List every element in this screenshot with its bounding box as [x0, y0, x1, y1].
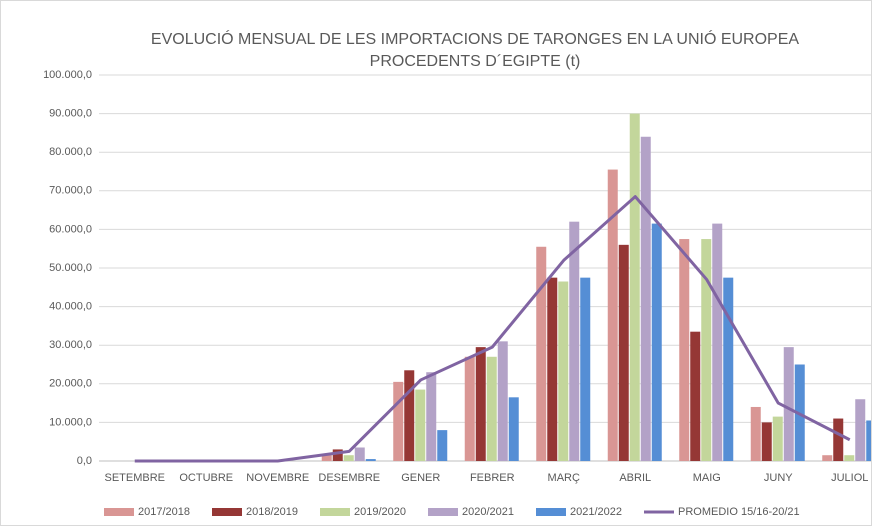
bar	[822, 455, 833, 461]
y-tick-label: 100.000,0	[43, 69, 92, 81]
x-tick-label: JULIOL	[831, 472, 868, 484]
chart-title: PROCEDENTS D´EGIPTE (t)	[370, 53, 581, 70]
legend-label: 2017/2018	[138, 506, 190, 518]
y-tick-label: 60.000,0	[49, 223, 92, 235]
y-tick-label: 20.000,0	[49, 378, 92, 390]
legend-label: PROMEDIO 15/16-20/21	[678, 506, 800, 518]
bar	[629, 113, 640, 461]
legend-swatch	[428, 508, 458, 516]
y-tick-label: 80.000,0	[49, 146, 92, 158]
bar	[464, 356, 475, 461]
x-tick-label: JUNY	[764, 472, 793, 484]
bar	[712, 223, 723, 461]
bar	[536, 246, 547, 461]
bar	[343, 455, 354, 461]
bar	[580, 277, 591, 461]
chart-title: EVOLUCIÓ MENSUAL DE LES IMPORTACIONS DE …	[151, 29, 799, 48]
bar	[354, 447, 365, 461]
bar	[772, 416, 783, 461]
bar	[607, 169, 618, 461]
bar	[866, 420, 871, 461]
bar	[365, 459, 376, 461]
legend-swatch	[212, 508, 242, 516]
legend-swatch	[104, 508, 134, 516]
bar	[783, 347, 794, 461]
bar	[690, 331, 701, 461]
bar	[833, 418, 844, 461]
x-tick-label: NOVEMBRE	[246, 472, 309, 484]
bar	[415, 389, 426, 461]
x-tick-label: OCTUBRE	[179, 472, 233, 484]
bar	[393, 381, 404, 461]
bar	[723, 277, 734, 461]
legend-label: 2021/2022	[570, 506, 622, 518]
bar	[844, 455, 855, 461]
bar	[569, 221, 580, 461]
legend-swatch	[536, 508, 566, 516]
bar	[426, 372, 437, 461]
y-tick-label: 70.000,0	[49, 185, 92, 197]
bar	[547, 277, 558, 461]
bar	[486, 356, 497, 461]
bar	[679, 239, 690, 461]
y-tick-label: 30.000,0	[49, 339, 92, 351]
x-tick-label: DESEMBRE	[318, 472, 380, 484]
legend-label: 2019/2020	[354, 506, 406, 518]
x-tick-label: GENER	[401, 472, 440, 484]
bar	[558, 281, 569, 461]
bar	[651, 223, 662, 461]
y-tick-label: 40.000,0	[49, 301, 92, 313]
x-tick-label: MAIG	[693, 472, 721, 484]
legend-swatch	[320, 508, 350, 516]
bar	[332, 449, 343, 461]
legend-label: 2020/2021	[462, 506, 514, 518]
bar	[618, 244, 629, 461]
x-tick-label: SETEMBRE	[104, 472, 165, 484]
bar	[404, 370, 415, 461]
bar	[497, 341, 508, 461]
bar	[475, 347, 486, 461]
line-series	[134, 195, 851, 463]
y-tick-label: 10.000,0	[49, 416, 92, 428]
y-tick-label: 50.000,0	[49, 262, 92, 274]
bar	[437, 430, 448, 461]
bar	[508, 397, 519, 461]
y-tick-label: 90.000,0	[49, 108, 92, 120]
bar	[321, 455, 332, 461]
x-tick-label: FEBRER	[470, 472, 515, 484]
x-tick-label: ABRIL	[619, 472, 651, 484]
bar	[750, 406, 761, 461]
y-tick-label: 0,0	[77, 455, 92, 467]
bar	[640, 136, 651, 461]
bar	[701, 239, 712, 461]
legend-label: 2018/2019	[246, 506, 298, 518]
bar	[761, 422, 772, 461]
plot-area	[99, 74, 871, 463]
bar	[855, 399, 866, 461]
x-tick-label: MARÇ	[548, 472, 580, 484]
